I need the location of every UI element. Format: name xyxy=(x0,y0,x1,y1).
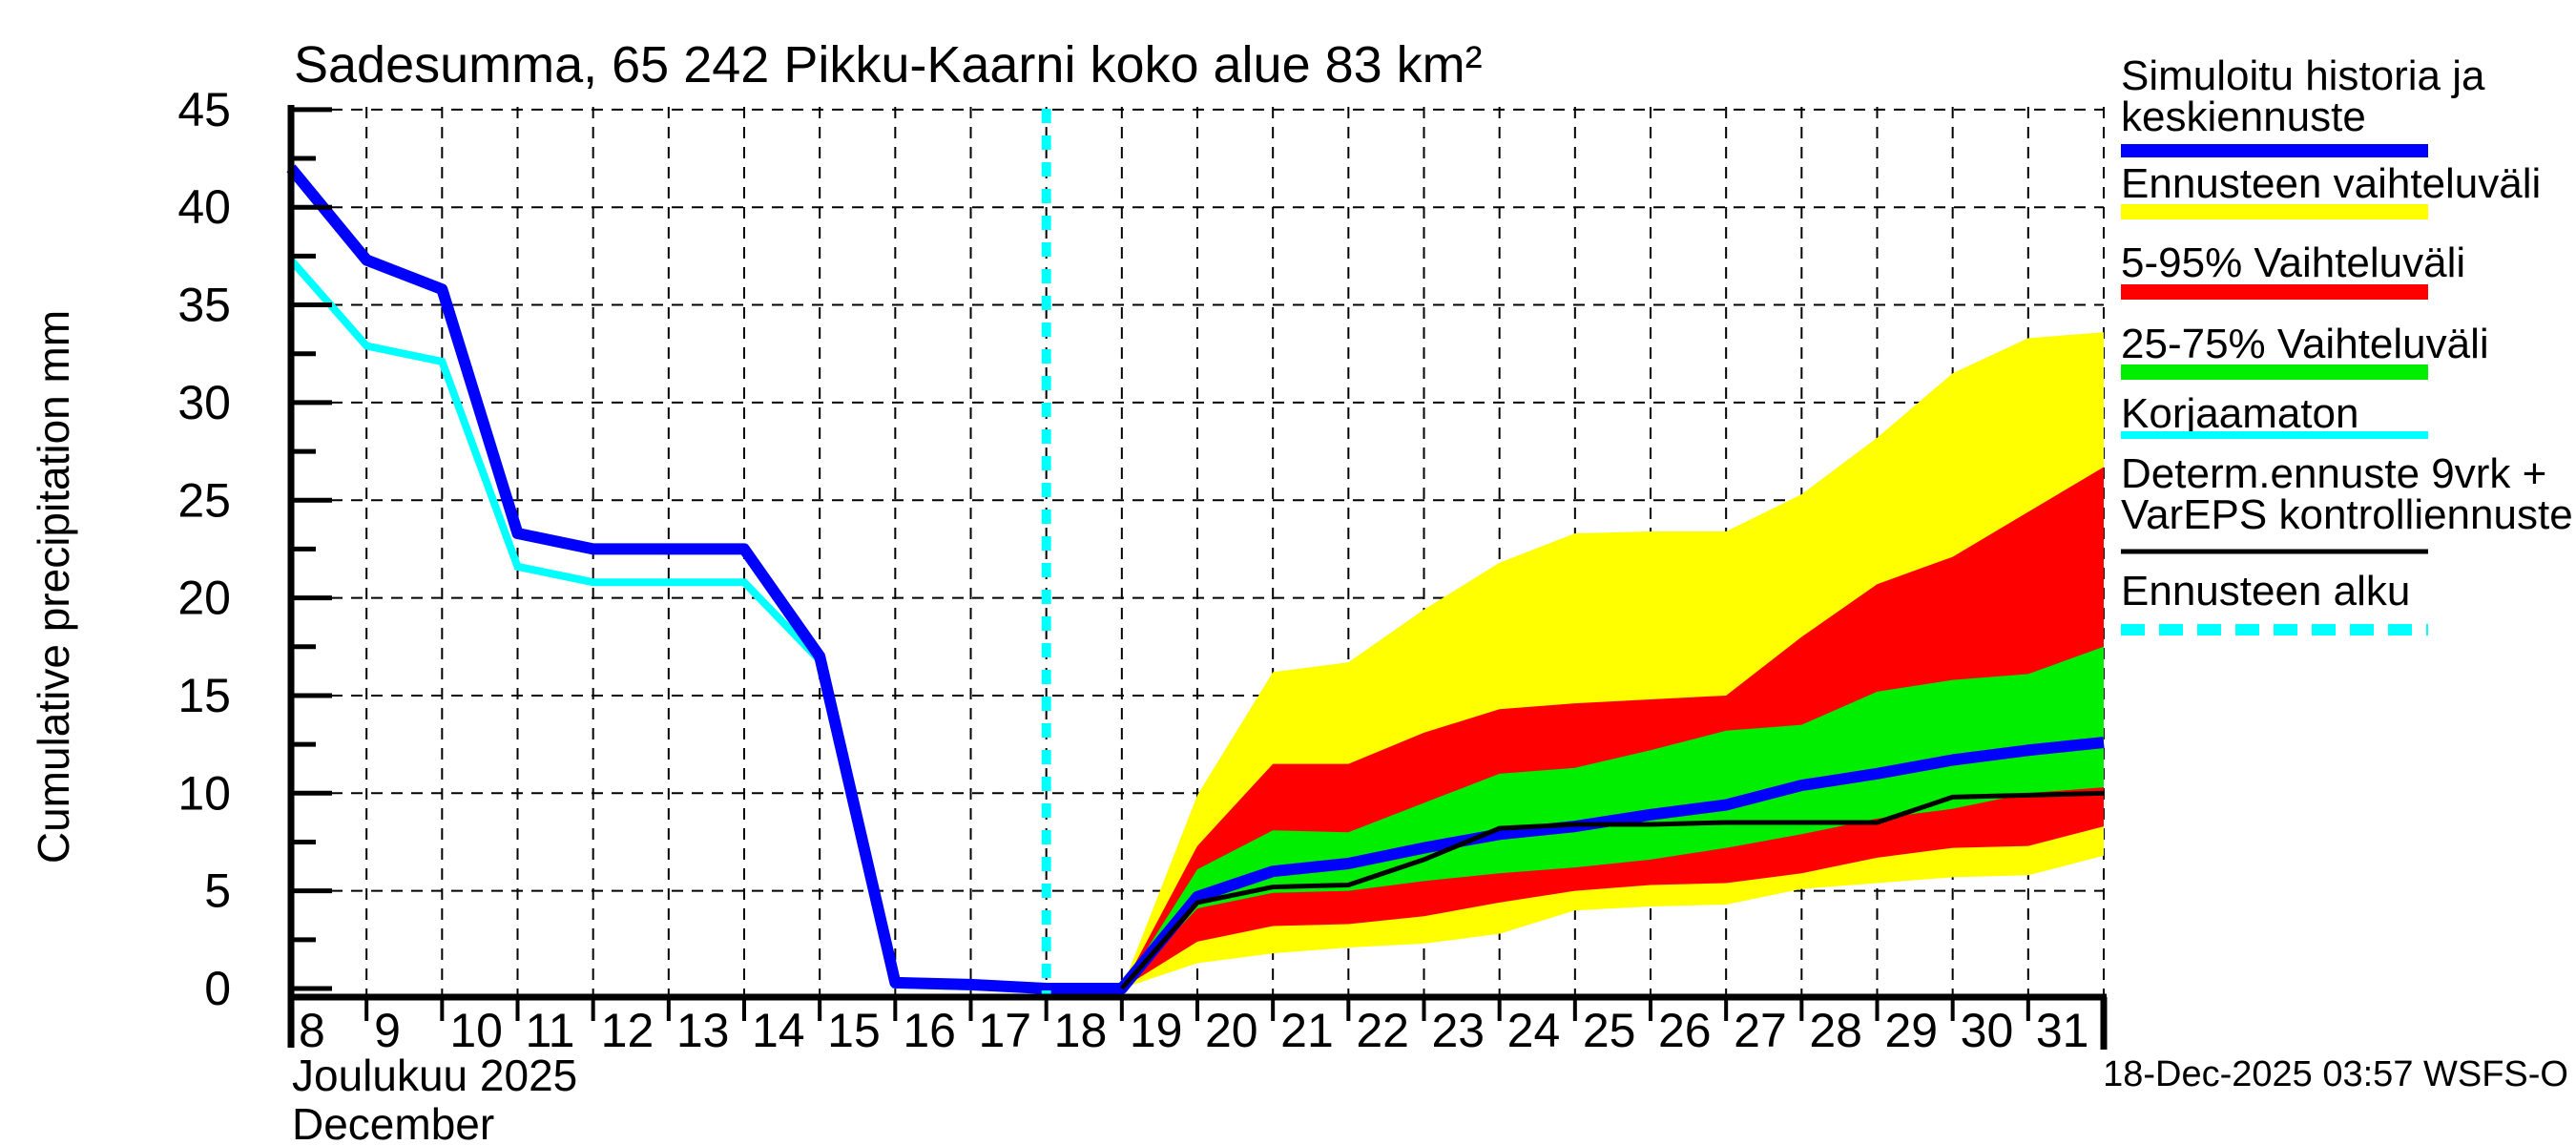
y-tick-label: 35 xyxy=(177,279,231,332)
run-timestamp: 18-Dec-2025 03:57 WSFS-O xyxy=(2103,1054,2568,1094)
x-tick-label: 15 xyxy=(827,1004,881,1057)
legend-label: Simuloitu historia ja xyxy=(2121,52,2485,99)
x-axis-month-fi: Joulukuu 2025 xyxy=(292,1051,577,1100)
y-tick-label: 30 xyxy=(177,376,231,429)
legend-label: VarEPS kontrolliennuste xyxy=(2121,491,2573,538)
x-tick-label: 22 xyxy=(1356,1004,1409,1057)
legend-swatch xyxy=(2121,284,2428,300)
y-tick-label: 40 xyxy=(177,180,231,234)
legend-item-forecast-range: Ennusteen vaihteluväli xyxy=(2121,160,2541,219)
legend-label: 5-95% Vaihteluväli xyxy=(2121,239,2465,286)
legend-label: Korjaamaton xyxy=(2121,390,2358,437)
x-tick-label: 12 xyxy=(601,1004,654,1057)
y-tick-label: 45 xyxy=(177,83,231,136)
axes xyxy=(287,105,2108,1050)
y-tick-label: 15 xyxy=(177,669,231,722)
x-tick-label: 24 xyxy=(1507,1004,1561,1057)
y-tick-label: 0 xyxy=(204,962,231,1015)
x-tick-label: 31 xyxy=(2036,1004,2089,1057)
legend-label: 25-75% Vaihteluväli xyxy=(2121,321,2489,367)
legend-label: Ennusteen vaihteluväli xyxy=(2121,160,2541,207)
legend-item-uncorrected: Korjaamaton xyxy=(2121,390,2428,439)
y-tick-label: 20 xyxy=(177,572,231,625)
legend-item-deterministic: Determ.ennuste 9vrk +VarEPS kontrollienn… xyxy=(2121,450,2573,554)
x-tick-label: 23 xyxy=(1432,1004,1485,1057)
x-tick-label: 26 xyxy=(1658,1004,1712,1057)
x-tick-label: 10 xyxy=(449,1004,503,1057)
legend-item-5-95-range: 5-95% Vaihteluväli xyxy=(2121,239,2465,300)
x-tick-label: 8 xyxy=(299,1004,325,1057)
chart-title: Sadesumma, 65 242 Pikku-Kaarni koko alue… xyxy=(294,36,1483,94)
simulated-history-and-median-line xyxy=(286,164,2105,994)
x-tick-label: 17 xyxy=(979,1004,1032,1057)
x-tick-label: 30 xyxy=(1961,1004,2014,1057)
y-axis-label: Cumulative precipitation mm xyxy=(29,310,78,864)
legend-swatch xyxy=(2121,204,2428,219)
uncorrected-history-line xyxy=(287,257,1122,992)
x-tick-label: 27 xyxy=(1734,1004,1787,1057)
x-tick-label: 14 xyxy=(752,1004,805,1057)
x-tick-label: 9 xyxy=(374,1004,401,1057)
y-tick-label: 25 xyxy=(177,473,231,527)
legend-label: Ennusteen alku xyxy=(2121,568,2410,614)
x-tick-label: 28 xyxy=(1809,1004,1862,1057)
x-tick-label: 13 xyxy=(676,1004,730,1057)
legend-label: keskiennuste xyxy=(2121,94,2366,140)
legend: Simuloitu historia jakeskiennusteEnnuste… xyxy=(2121,52,2573,635)
x-tick-label: 16 xyxy=(903,1004,956,1057)
x-tick-label: 25 xyxy=(1583,1004,1636,1057)
x-tick-label: 20 xyxy=(1205,1004,1258,1057)
legend-swatch xyxy=(2121,364,2428,380)
x-axis-month-en: December xyxy=(292,1099,494,1145)
x-tick-label: 11 xyxy=(526,1004,575,1057)
legend-item-25-75-range: 25-75% Vaihteluväli xyxy=(2121,321,2489,380)
legend-item-forecast-start: Ennusteen alku xyxy=(2121,568,2428,635)
x-tick-label: 18 xyxy=(1054,1004,1108,1057)
deterministic-forecast-line xyxy=(1119,790,2105,990)
legend-label: Determ.ennuste 9vrk + xyxy=(2121,450,2546,497)
y-tick-label: 10 xyxy=(177,766,231,820)
y-tick-label: 5 xyxy=(204,864,231,918)
x-tick-label: 19 xyxy=(1130,1004,1183,1057)
x-tick-label: 21 xyxy=(1280,1004,1334,1057)
x-tick-label: 29 xyxy=(1885,1004,1939,1057)
